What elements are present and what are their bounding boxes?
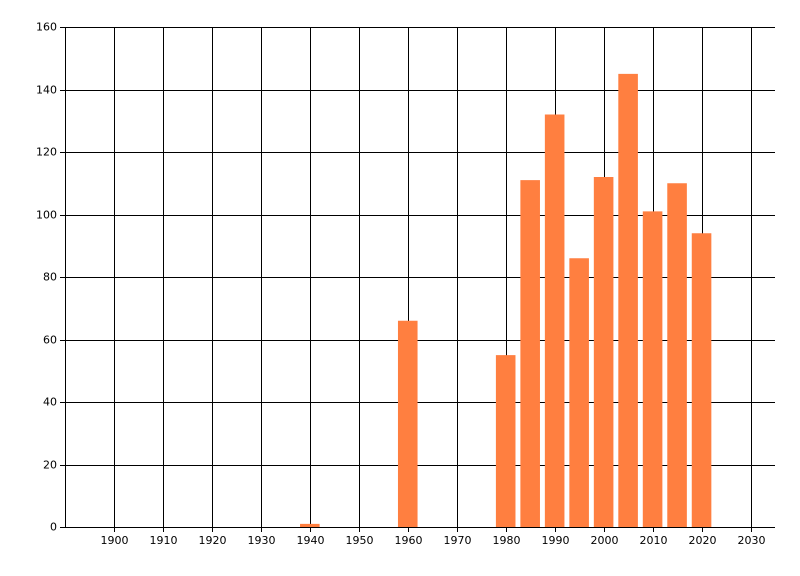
x-tick-label: 1930 xyxy=(248,534,276,547)
x-tick-label: 1980 xyxy=(493,534,521,547)
bar xyxy=(691,233,712,527)
x-tick-label: 1960 xyxy=(395,534,423,547)
y-tick-label: 100 xyxy=(36,209,57,222)
bar xyxy=(618,73,638,527)
y-tick-label: 120 xyxy=(36,146,57,159)
bar xyxy=(569,258,589,527)
y-tick-label: 20 xyxy=(43,459,57,472)
x-tick-label: 1950 xyxy=(346,534,374,547)
bar xyxy=(544,114,565,527)
y-tick-label: 0 xyxy=(50,521,57,534)
y-tick-label: 40 xyxy=(43,396,57,409)
bar xyxy=(593,177,614,527)
x-tick-label: 1970 xyxy=(444,534,472,547)
y-tick-label: 160 xyxy=(36,21,57,34)
x-tick-label: 2000 xyxy=(591,534,619,547)
x-tick-label: 2030 xyxy=(738,534,766,547)
bar xyxy=(397,320,418,527)
bar xyxy=(642,211,663,527)
x-tick-label: 1920 xyxy=(199,534,227,547)
y-tick-label: 140 xyxy=(36,84,57,97)
x-tick-label: 1990 xyxy=(542,534,570,547)
bar xyxy=(520,180,540,527)
bar xyxy=(300,523,320,527)
x-tick-label: 2010 xyxy=(640,534,668,547)
x-tick-label: 1900 xyxy=(101,534,129,547)
x-tick-label: 2020 xyxy=(689,534,717,547)
y-tick-label: 60 xyxy=(43,334,57,347)
x-tick-label: 1910 xyxy=(150,534,178,547)
bar xyxy=(667,183,687,527)
x-tick-label: 1940 xyxy=(297,534,325,547)
bar xyxy=(495,355,516,527)
y-tick-label: 80 xyxy=(43,271,57,284)
